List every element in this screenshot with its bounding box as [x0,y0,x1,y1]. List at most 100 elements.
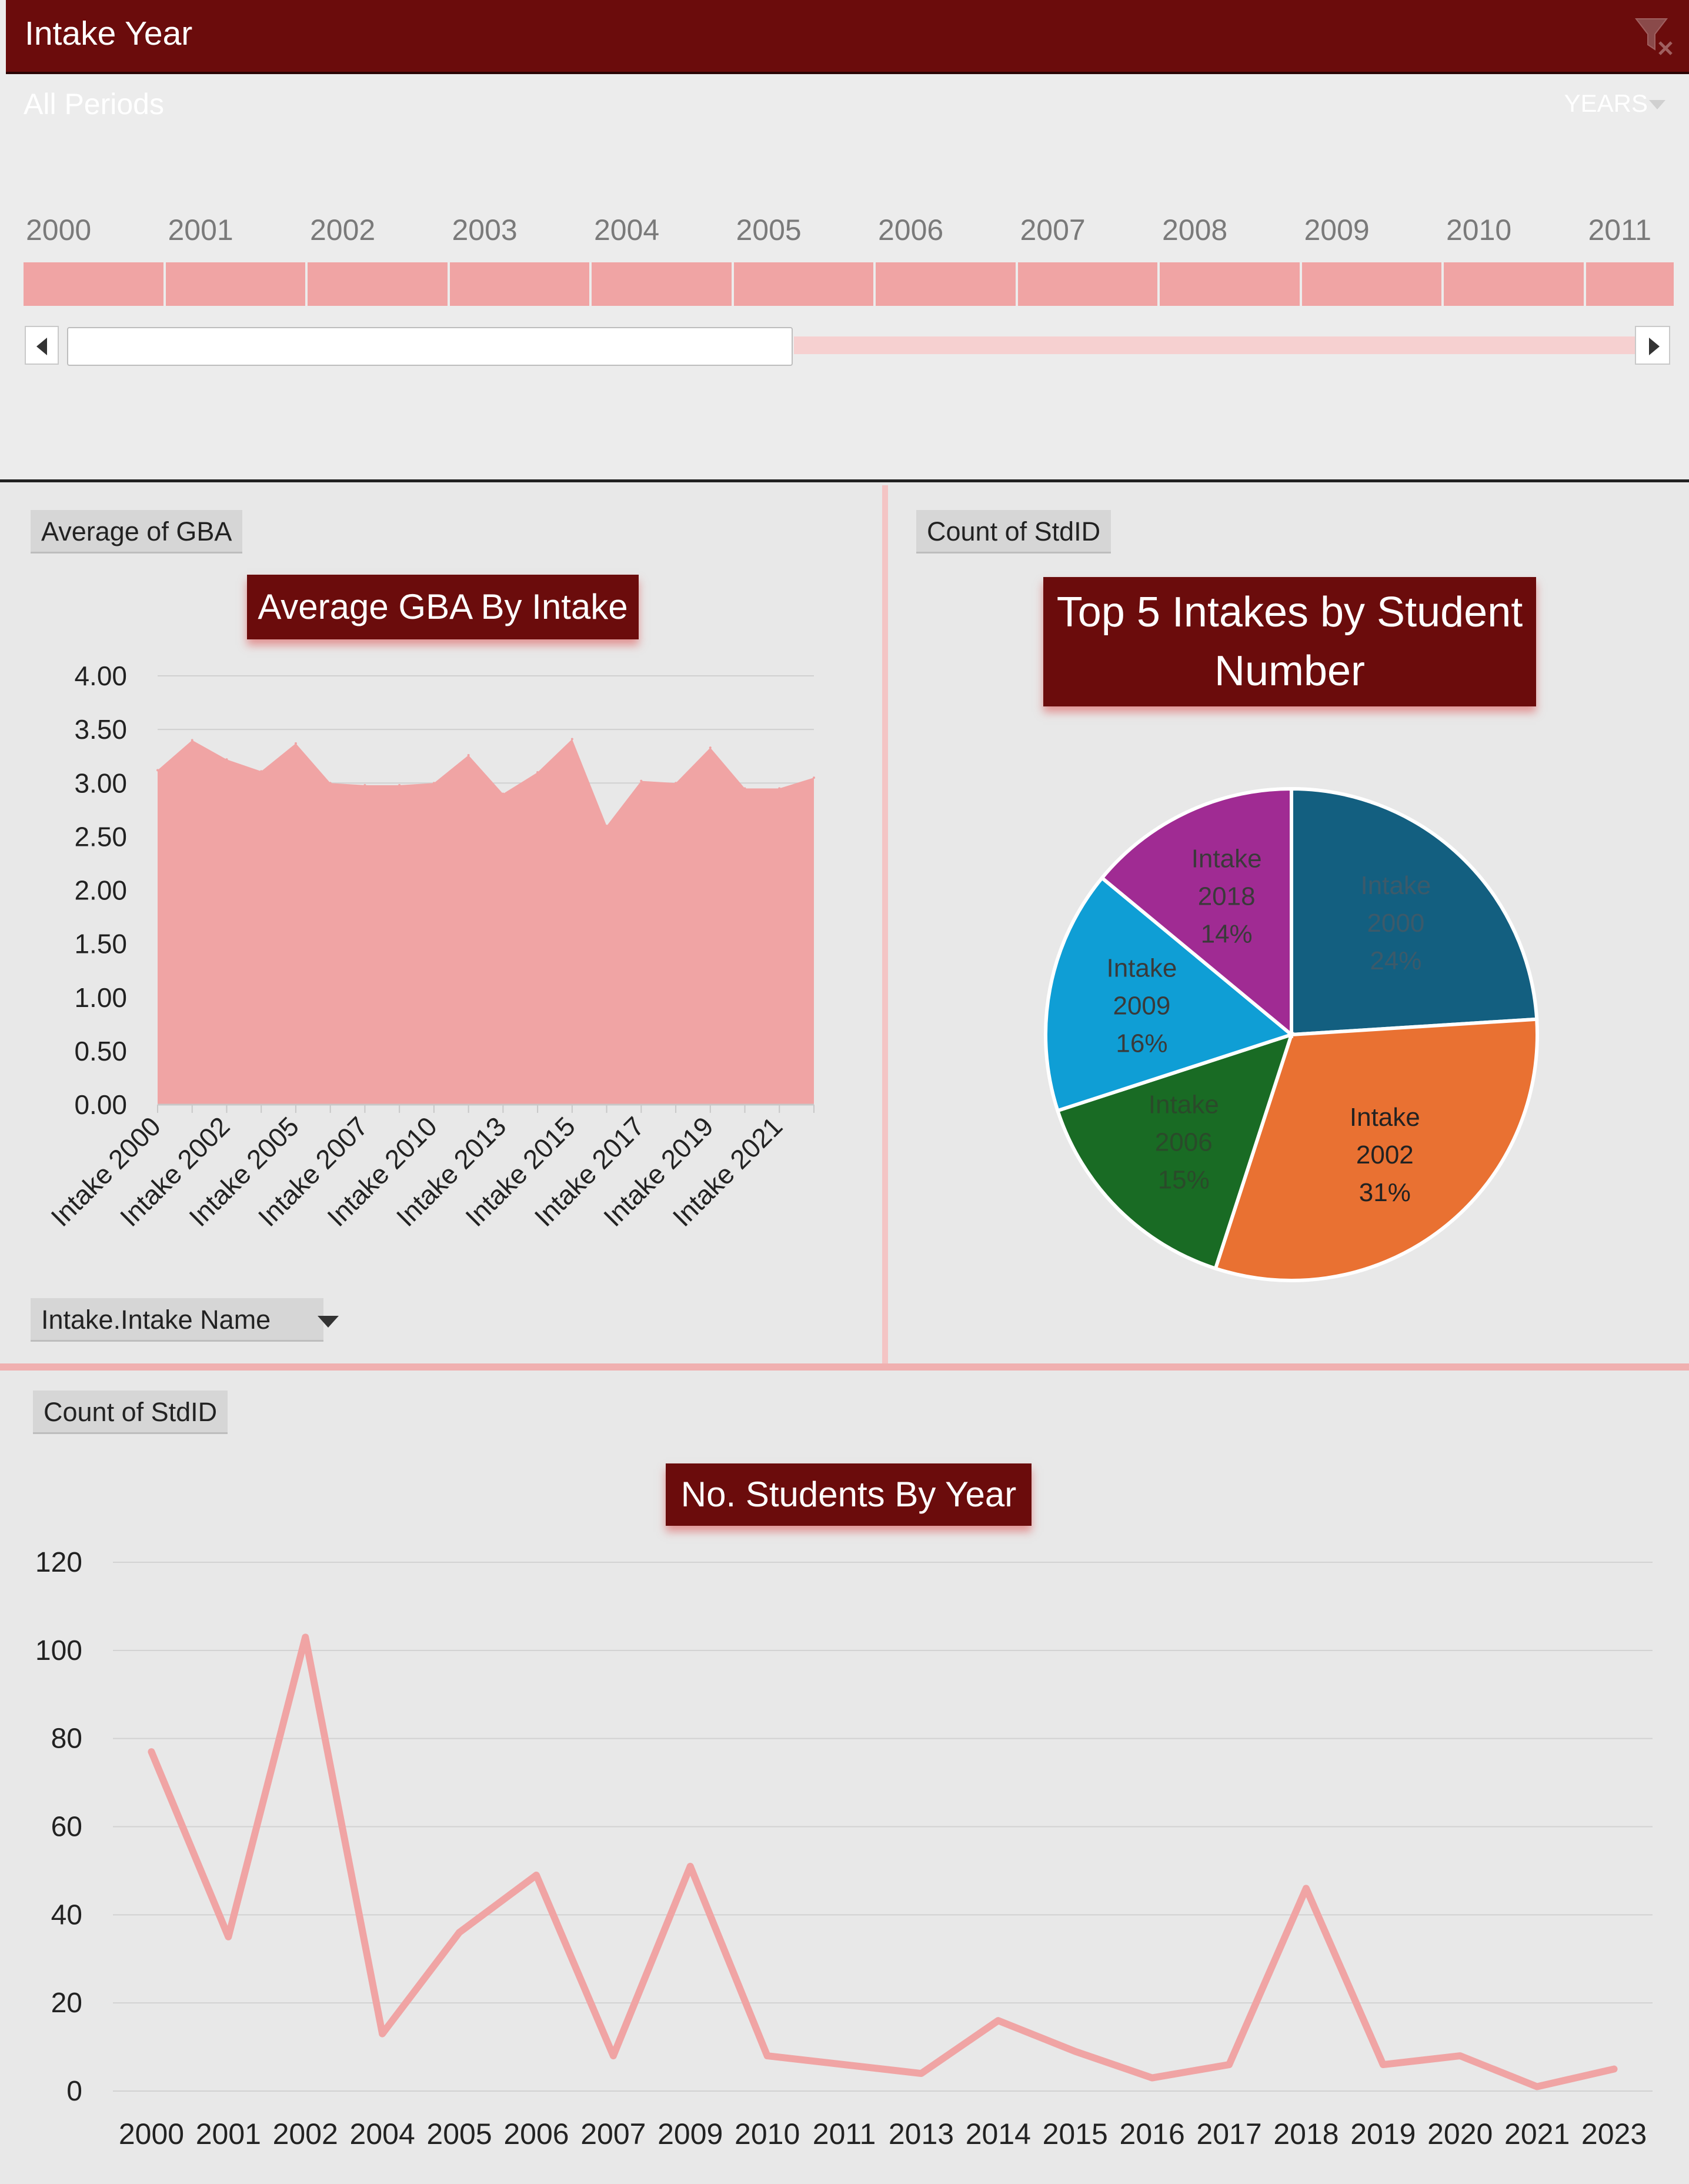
line-point[interactable] [1458,2054,1462,2058]
line-point[interactable] [458,1930,462,1935]
average-gba-area[interactable] [158,739,814,1105]
area-point[interactable] [570,738,573,741]
y-tick-label: 0.00 [74,1089,127,1120]
line-point[interactable] [611,2054,615,2058]
average-of-gba-field-button[interactable]: Average of GBA [31,510,243,553]
slicer-year-label: 2004 [594,214,660,246]
scroll-track[interactable] [794,336,1635,354]
x-tick-label: 2013 [889,2118,954,2150]
slicer-year-block[interactable] [1585,262,1674,306]
x-tick-label: 2021 [1504,2118,1570,2150]
slicer-year-label: 2002 [310,214,376,246]
x-tick-label: 2016 [1120,2118,1185,2150]
line-point[interactable] [149,1750,153,1754]
line-point[interactable] [1150,2076,1154,2080]
chevron-down-icon[interactable] [318,1316,339,1328]
count-of-stdid-field-button[interactable]: Count of StdID [33,1391,228,1434]
slicer-year-block[interactable] [1160,262,1300,306]
area-point[interactable] [225,758,228,761]
clear-filter-icon[interactable] [1630,13,1677,60]
x-tick-label: 2010 [735,2118,800,2150]
line-point[interactable] [1535,2085,1539,2089]
top-intakes-panel: Count of StdID Top 5 Intakes by Student … [888,485,1689,1365]
area-point[interactable] [605,825,608,828]
slicer-year-block[interactable] [165,262,305,306]
intake-year-slicer: Intake Year All Periods YEARS 2000 2001 20… [0,0,1689,482]
y-tick-label: 2.50 [74,821,127,852]
line-point[interactable] [226,1935,231,1939]
area-point[interactable] [640,779,643,782]
y-tick-label: 3.00 [74,768,127,798]
line-point[interactable] [842,2063,846,2067]
time-level-selector[interactable]: YEARS [1564,89,1648,117]
line-point[interactable] [919,2072,923,2076]
area-point[interactable] [813,776,815,779]
line-point[interactable] [765,2054,769,2058]
x-tick-label: 2015 [1043,2118,1108,2150]
area-point[interactable] [709,746,712,749]
area-point[interactable] [778,787,781,790]
students-line[interactable] [148,1633,1618,2090]
slicer-year-block[interactable] [592,262,732,306]
area-point[interactable] [675,782,677,785]
slicer-year-label: 2000 [26,214,92,246]
area-point[interactable] [432,782,435,785]
y-tick-label: 40 [51,1899,82,1930]
area-point[interactable] [743,787,746,790]
area-point[interactable] [502,792,505,795]
x-tick-label: 2019 [1350,2118,1416,2150]
area-point[interactable] [191,739,193,742]
line-point[interactable] [1381,2063,1385,2067]
intake-name-field-button[interactable]: Intake.Intake Name [31,1298,324,1342]
slicer-year-block[interactable] [733,262,873,306]
area-point[interactable] [329,782,332,785]
pie-data-label: 2006 [1155,1128,1213,1156]
line-point[interactable] [534,1873,538,1877]
pie-slice[interactable] [1099,786,1293,1039]
x-tick-label: 2009 [657,2118,723,2150]
slicer-year-block[interactable] [1017,262,1157,306]
x-tick-label: 2000 [119,2118,184,2150]
line-point[interactable] [996,2019,1000,2023]
y-tick-label: 1.50 [74,929,127,959]
line-point[interactable] [1227,2063,1231,2067]
area-point[interactable] [294,742,297,745]
slicer-year-label: 2006 [878,214,944,246]
scroll-thumb[interactable] [67,327,793,366]
pie-data-label: 2018 [1198,882,1256,911]
area-point[interactable] [536,771,539,774]
slicer-year-block[interactable] [449,262,589,306]
x-tick-label: 2017 [1196,2118,1261,2150]
line-point[interactable] [303,1635,308,1639]
slicer-year-block[interactable] [24,262,163,306]
line-point[interactable] [1612,2067,1616,2071]
pie-slice[interactable] [1290,786,1539,1037]
area-point[interactable] [260,770,263,773]
line-point[interactable] [1073,2049,1077,2053]
count-of-stdid-field-button[interactable]: Count of StdID [916,510,1111,553]
line-point[interactable] [1304,1886,1308,1890]
area-point[interactable] [156,769,159,772]
period-label: All Periods [24,88,164,121]
students-by-year-chart-title: No. Students By Year [666,1463,1032,1526]
chevron-down-icon[interactable] [1649,100,1665,109]
top-intakes-pie-chart: Intake 2000 24% Intake 2002 31% Intake 2006 15% I… [1044,786,1539,1282]
area-point[interactable] [467,753,470,756]
slicer-year-block[interactable] [876,262,1016,306]
average-gba-panel: Average of GBA Average GBA By Intake 0.0… [0,485,882,1365]
pie-data-label: 16% [1116,1029,1167,1058]
slicer-year-label: 2010 [1446,214,1512,246]
line-point[interactable] [380,2032,385,2036]
line-point[interactable] [688,1864,692,1868]
slicer-year-label: 2008 [1162,214,1228,246]
slicer-year-block[interactable] [1301,262,1441,306]
slicer-year-block[interactable] [308,262,448,306]
scroll-right-button[interactable] [1635,326,1670,365]
slicer-year-block[interactable] [1444,262,1584,306]
area-point[interactable] [363,783,366,786]
area-point[interactable] [398,783,401,786]
scroll-left-button[interactable] [25,326,59,365]
y-tick-label: 2.00 [74,875,127,906]
pie-slice[interactable] [1213,1017,1539,1282]
pie-slice[interactable] [1044,875,1296,1113]
